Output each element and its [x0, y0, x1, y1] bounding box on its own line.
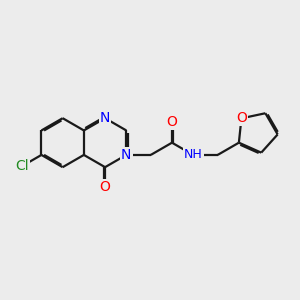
Text: Cl: Cl	[16, 159, 29, 173]
Text: N: N	[100, 111, 110, 125]
Text: N: N	[121, 148, 131, 162]
Text: O: O	[236, 111, 247, 125]
Text: NH: NH	[184, 148, 203, 161]
Text: O: O	[100, 180, 110, 194]
Text: O: O	[167, 115, 177, 129]
